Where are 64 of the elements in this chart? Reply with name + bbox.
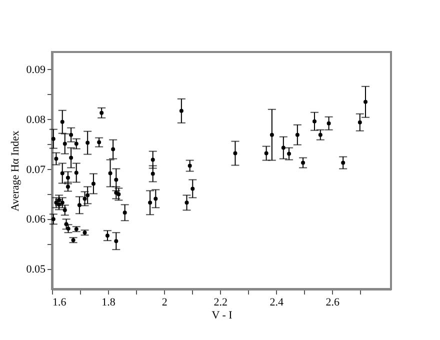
point (60, 200, 64, 205)
x-tick-label: 1.6 (52, 296, 67, 308)
point (281, 146, 286, 150)
point (74, 170, 78, 175)
point (358, 120, 362, 124)
point (188, 164, 192, 168)
x-axis-title: V - I (212, 310, 233, 322)
point (97, 140, 102, 144)
point (54, 156, 58, 161)
point (122, 210, 127, 215)
point (184, 200, 189, 205)
point (116, 192, 121, 196)
point (51, 217, 56, 222)
point (60, 120, 64, 124)
point (105, 234, 110, 238)
point (326, 121, 331, 126)
point (91, 182, 96, 186)
point (66, 184, 70, 189)
point (150, 158, 155, 162)
point (66, 176, 70, 180)
x-tick-label: 2.6 (326, 296, 340, 308)
y-tick-label: 0.08 (26, 114, 46, 126)
point (179, 108, 184, 113)
point (114, 178, 118, 182)
point (69, 132, 74, 137)
point (341, 160, 346, 165)
point (295, 132, 300, 137)
point (150, 172, 155, 176)
y-tick-label: 0.05 (26, 264, 46, 276)
point (233, 151, 238, 156)
point (86, 140, 90, 145)
point (64, 222, 68, 226)
point (190, 186, 195, 191)
x-tick-label: 2 (162, 296, 168, 308)
point (62, 142, 67, 146)
x-tick-label: 1.8 (102, 296, 116, 308)
point (114, 239, 118, 244)
x-tick-label: 2.4 (270, 296, 284, 308)
point (77, 203, 82, 208)
point (301, 160, 306, 165)
point (270, 132, 274, 137)
point (66, 226, 70, 231)
y-tick-label: 0.06 (26, 214, 46, 226)
point (108, 171, 112, 176)
point (62, 208, 67, 212)
point (111, 147, 116, 152)
point (154, 196, 158, 201)
point (287, 152, 292, 156)
point (74, 142, 78, 146)
point (69, 156, 74, 160)
point (318, 132, 322, 137)
point (51, 136, 56, 141)
y-tick-label: 0.07 (26, 164, 46, 176)
y-tick-label: 0.09 (26, 64, 46, 76)
point (82, 196, 87, 201)
point (148, 200, 152, 205)
point (100, 110, 104, 115)
point (60, 171, 64, 176)
point (264, 151, 268, 156)
y-axis-title: Average Hα Index (9, 130, 22, 212)
x-tick-label: 2.2 (214, 296, 228, 308)
point (86, 193, 90, 198)
point (364, 100, 368, 104)
point (312, 119, 317, 124)
